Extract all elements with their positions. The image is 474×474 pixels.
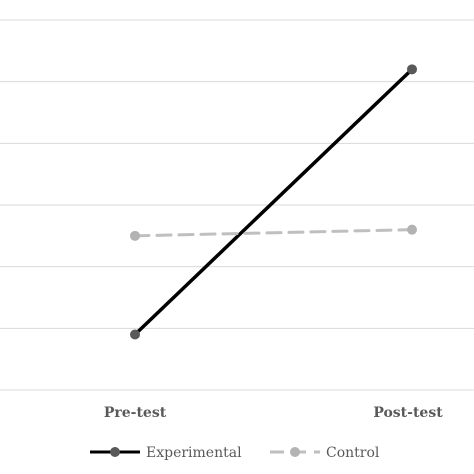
- series-lines: [130, 64, 417, 340]
- x-axis-tick-labels: Pre-test Post-test: [104, 405, 443, 421]
- gridlines: [0, 19, 474, 391]
- x-tick-label: Post-test: [373, 405, 443, 421]
- x-tick-label: Pre-test: [104, 405, 167, 421]
- legend-marker-1: [290, 447, 300, 457]
- legend-marker-0: [110, 447, 120, 457]
- data-point: [407, 64, 417, 75]
- data-point: [130, 329, 140, 340]
- legend-label-0: Experimental: [146, 445, 242, 461]
- data-point: [130, 230, 140, 241]
- series-line-0: [133, 67, 414, 337]
- data-point: [407, 224, 417, 235]
- legend: Experimental Control: [90, 445, 380, 461]
- legend-label-1: Control: [326, 445, 380, 461]
- series-line-1: [133, 228, 414, 238]
